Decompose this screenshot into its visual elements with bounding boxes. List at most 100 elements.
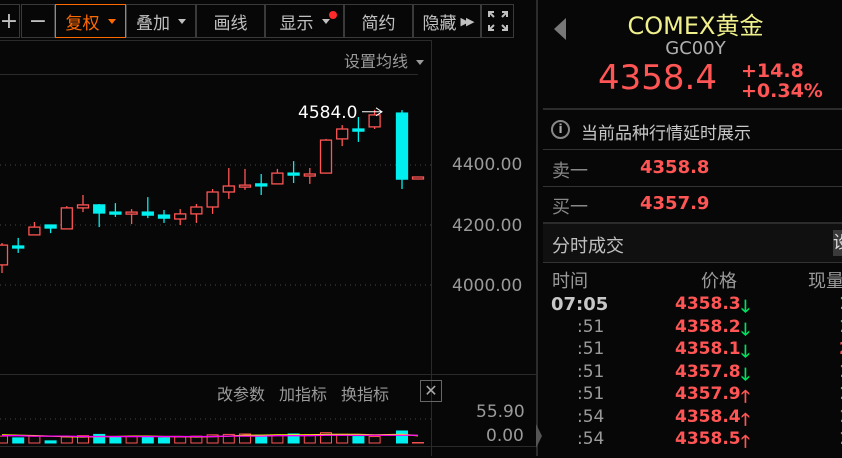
toolbar-button-5[interactable]: 隐藏 ▶▶	[413, 4, 481, 38]
toolbar-button-4[interactable]: 简约	[344, 4, 413, 38]
tick-price: 4358.2	[675, 317, 741, 337]
toolbar-label: 简约	[362, 9, 396, 34]
volume-bar	[369, 437, 380, 443]
volume-bar	[159, 438, 170, 443]
vol-tick-zero: 0.00	[486, 426, 524, 446]
chevron-down-icon	[322, 19, 330, 24]
y-tick-4000: 4000.00	[452, 276, 522, 296]
tick-time: :51	[577, 362, 604, 382]
tick-price: 4358.1	[675, 339, 741, 359]
arrow-up-icon: 🡑	[741, 429, 750, 458]
volume-bar	[126, 437, 137, 443]
panel-resize-handle[interactable]	[536, 424, 542, 448]
tick-time: :51	[577, 339, 604, 359]
switch-indicator-button[interactable]: 换指标	[341, 381, 389, 405]
candle-body	[272, 173, 283, 184]
candle-body	[397, 113, 408, 179]
col-price: 价格	[701, 267, 737, 293]
volume-bar	[94, 434, 105, 443]
ticks-title: 分时成交	[552, 232, 624, 258]
volume-bar	[353, 437, 364, 443]
toolbar-label: 画线	[214, 9, 248, 34]
candle-body	[413, 177, 424, 179]
y-tick-4400: 4400.00	[452, 155, 522, 175]
zoom-out-button[interactable]: −	[21, 4, 55, 38]
candle-body	[369, 115, 380, 127]
candle-body	[61, 208, 72, 229]
price-change-pct: +0.34%	[741, 80, 823, 102]
candle-body	[191, 207, 202, 214]
notification-dot	[329, 11, 337, 19]
candle-body	[256, 184, 267, 186]
candle-body	[304, 174, 315, 176]
info-icon: i	[551, 120, 570, 139]
vol-tick-max: 55.90	[476, 402, 525, 422]
delay-notice: 当前品种行情延时展示	[581, 119, 751, 144]
candle-body	[0, 245, 8, 265]
volume-bar	[0, 436, 8, 443]
instrument-name: COMEX黄金	[543, 6, 842, 41]
tick-price: 4357.8	[675, 362, 741, 382]
volume-chart	[0, 405, 431, 445]
candle-body	[78, 205, 89, 208]
volume-bar	[13, 438, 24, 443]
close-indicator-button[interactable]: ✕	[420, 380, 442, 402]
col-time: 时间	[552, 267, 588, 293]
toolbar-button-3[interactable]: 显示	[265, 4, 344, 38]
edit-params-button[interactable]: 改参数	[217, 381, 265, 405]
toolbar-button-1[interactable]: 叠加	[126, 4, 196, 38]
candle-body	[45, 225, 56, 228]
volume-bar	[110, 437, 121, 443]
toolbar-label: 叠加	[136, 9, 170, 34]
tick-time: :51	[577, 384, 604, 404]
chevron-down-icon	[108, 19, 116, 24]
tick-time: :54	[577, 429, 604, 449]
candle-body	[29, 227, 40, 235]
toolbar-button-2[interactable]: 画线	[196, 4, 265, 38]
candle-body	[223, 186, 234, 192]
fullscreen-button[interactable]	[481, 4, 514, 38]
zoom-in-button[interactable]: +	[0, 4, 20, 38]
volume-bar	[142, 437, 153, 443]
tick-time: :51	[577, 317, 604, 337]
ticks-settings-button[interactable]: 设	[833, 230, 842, 256]
high-annotation: 4584.0	[298, 103, 357, 123]
price-change: +14.8	[741, 60, 804, 82]
candle-body	[337, 129, 348, 139]
volume-bar	[61, 437, 72, 443]
volume-bar	[45, 441, 56, 443]
bid-price: 4357.9	[640, 193, 709, 214]
add-indicator-button[interactable]: 加指标	[279, 381, 327, 405]
candle-body	[240, 185, 251, 187]
tick-time: :54	[577, 407, 604, 427]
candle-body	[321, 140, 332, 173]
close-icon: ✕	[424, 381, 437, 400]
toolbar-label: 显示	[280, 9, 314, 34]
candle-body	[110, 212, 121, 214]
bid-label: 买一	[552, 193, 588, 219]
toolbar-button-0[interactable]: 复权	[55, 4, 126, 38]
candlestick-chart: 4584.0	[0, 75, 431, 375]
ask-price: 4358.8	[640, 157, 709, 178]
ma-setting-label: 设置均线	[344, 52, 408, 71]
instrument-code: GC00Y	[543, 38, 842, 59]
chevron-down-icon	[178, 19, 186, 24]
tick-price: 4358.5	[675, 429, 741, 449]
candle-body	[126, 212, 137, 214]
tick-price: 4358.4	[675, 407, 741, 427]
expand-arrows-icon	[488, 11, 508, 31]
tick-price: 4357.9	[675, 384, 741, 404]
toolbar-label: 隐藏	[423, 9, 457, 34]
candle-body	[288, 173, 299, 175]
tick-time: 07:05	[551, 294, 608, 315]
candle-body	[142, 212, 153, 215]
ma-setting-dropdown[interactable]: 设置均线	[344, 48, 424, 72]
ask-label: 卖一	[552, 157, 588, 183]
double-play-right-icon: ▶▶	[461, 15, 472, 28]
